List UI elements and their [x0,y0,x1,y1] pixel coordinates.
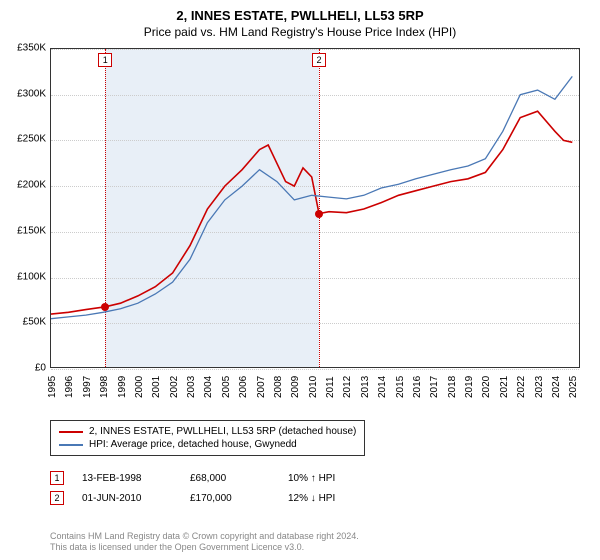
y-axis-label: £50K [23,317,46,328]
x-axis-label: 2015 [395,376,406,398]
series-svg [51,49,581,369]
x-axis-label: 2000 [134,376,145,398]
series-price_paid [51,111,572,314]
x-axis-label: 1996 [64,376,75,398]
x-axis-label: 1999 [117,376,128,398]
x-axis-label: 2021 [499,376,510,398]
x-axis-label: 2016 [412,376,423,398]
x-axis-label: 2010 [308,376,319,398]
x-axis-label: 2023 [534,376,545,398]
x-axis-label: 2020 [481,376,492,398]
x-axis-label: 1998 [99,376,110,398]
footer-line-2: This data is licensed under the Open Gov… [50,542,359,554]
transaction-row: 1 13-FEB-1998 £68,000 10% ↑ HPI [50,468,378,488]
x-axis-label: 2012 [342,376,353,398]
y-axis-label: £350K [17,43,46,54]
x-axis-label: 1995 [47,376,58,398]
x-axis-label: 2003 [186,376,197,398]
transaction-row: 2 01-JUN-2010 £170,000 12% ↓ HPI [50,488,378,508]
plot-area: 12 [50,48,580,368]
x-axis-label: 2004 [203,376,214,398]
x-axis-label: 2022 [516,376,527,398]
x-axis-label: 2025 [568,376,579,398]
transaction-date: 01-JUN-2010 [82,493,172,504]
x-axis-label: 2001 [151,376,162,398]
transaction-hpi: 10% ↑ HPI [288,473,378,484]
x-axis-label: 1997 [82,376,93,398]
y-axis-label: £150K [17,225,46,236]
chart-title: 2, INNES ESTATE, PWLLHELI, LL53 5RP [0,0,600,23]
x-axis-label: 2002 [169,376,180,398]
legend: 2, INNES ESTATE, PWLLHELI, LL53 5RP (det… [50,420,365,456]
y-axis-label: £250K [17,134,46,145]
x-axis-label: 2013 [360,376,371,398]
y-axis-label: £100K [17,271,46,282]
x-axis-label: 2017 [429,376,440,398]
legend-swatch [59,444,83,446]
x-axis-label: 2009 [290,376,301,398]
transaction-row-marker: 2 [50,491,64,505]
x-axis-label: 2006 [238,376,249,398]
x-axis-label: 2024 [551,376,562,398]
x-axis-label: 2014 [377,376,388,398]
legend-swatch [59,431,83,433]
x-axis-label: 2007 [256,376,267,398]
transaction-table: 1 13-FEB-1998 £68,000 10% ↑ HPI 2 01-JUN-2010… [50,468,378,508]
x-axis-label: 2011 [325,376,336,398]
x-axis-label: 2018 [447,376,458,398]
legend-item: 2, INNES ESTATE, PWLLHELI, LL53 5RP (det… [59,425,356,438]
chart-subtitle: Price paid vs. HM Land Registry's House … [0,23,600,39]
chart-container: 2, INNES ESTATE, PWLLHELI, LL53 5RP Pric… [0,0,600,560]
x-axis-label: 2019 [464,376,475,398]
transaction-row-marker: 1 [50,471,64,485]
legend-item: HPI: Average price, detached house, Gwyn… [59,438,356,451]
x-axis-label: 2008 [273,376,284,398]
footer-line-1: Contains HM Land Registry data © Crown c… [50,531,359,543]
transaction-date: 13-FEB-1998 [82,473,172,484]
legend-label: HPI: Average price, detached house, Gwyn… [89,439,297,450]
gridline-h [51,369,579,370]
transaction-price: £68,000 [190,473,270,484]
series-hpi [51,76,572,318]
y-axis-label: £300K [17,88,46,99]
transaction-hpi: 12% ↓ HPI [288,493,378,504]
footer-attribution: Contains HM Land Registry data © Crown c… [50,531,359,554]
transaction-price: £170,000 [190,493,270,504]
y-axis-label: £0 [35,363,46,374]
x-axis-label: 2005 [221,376,232,398]
legend-label: 2, INNES ESTATE, PWLLHELI, LL53 5RP (det… [89,426,356,437]
y-axis-label: £200K [17,180,46,191]
